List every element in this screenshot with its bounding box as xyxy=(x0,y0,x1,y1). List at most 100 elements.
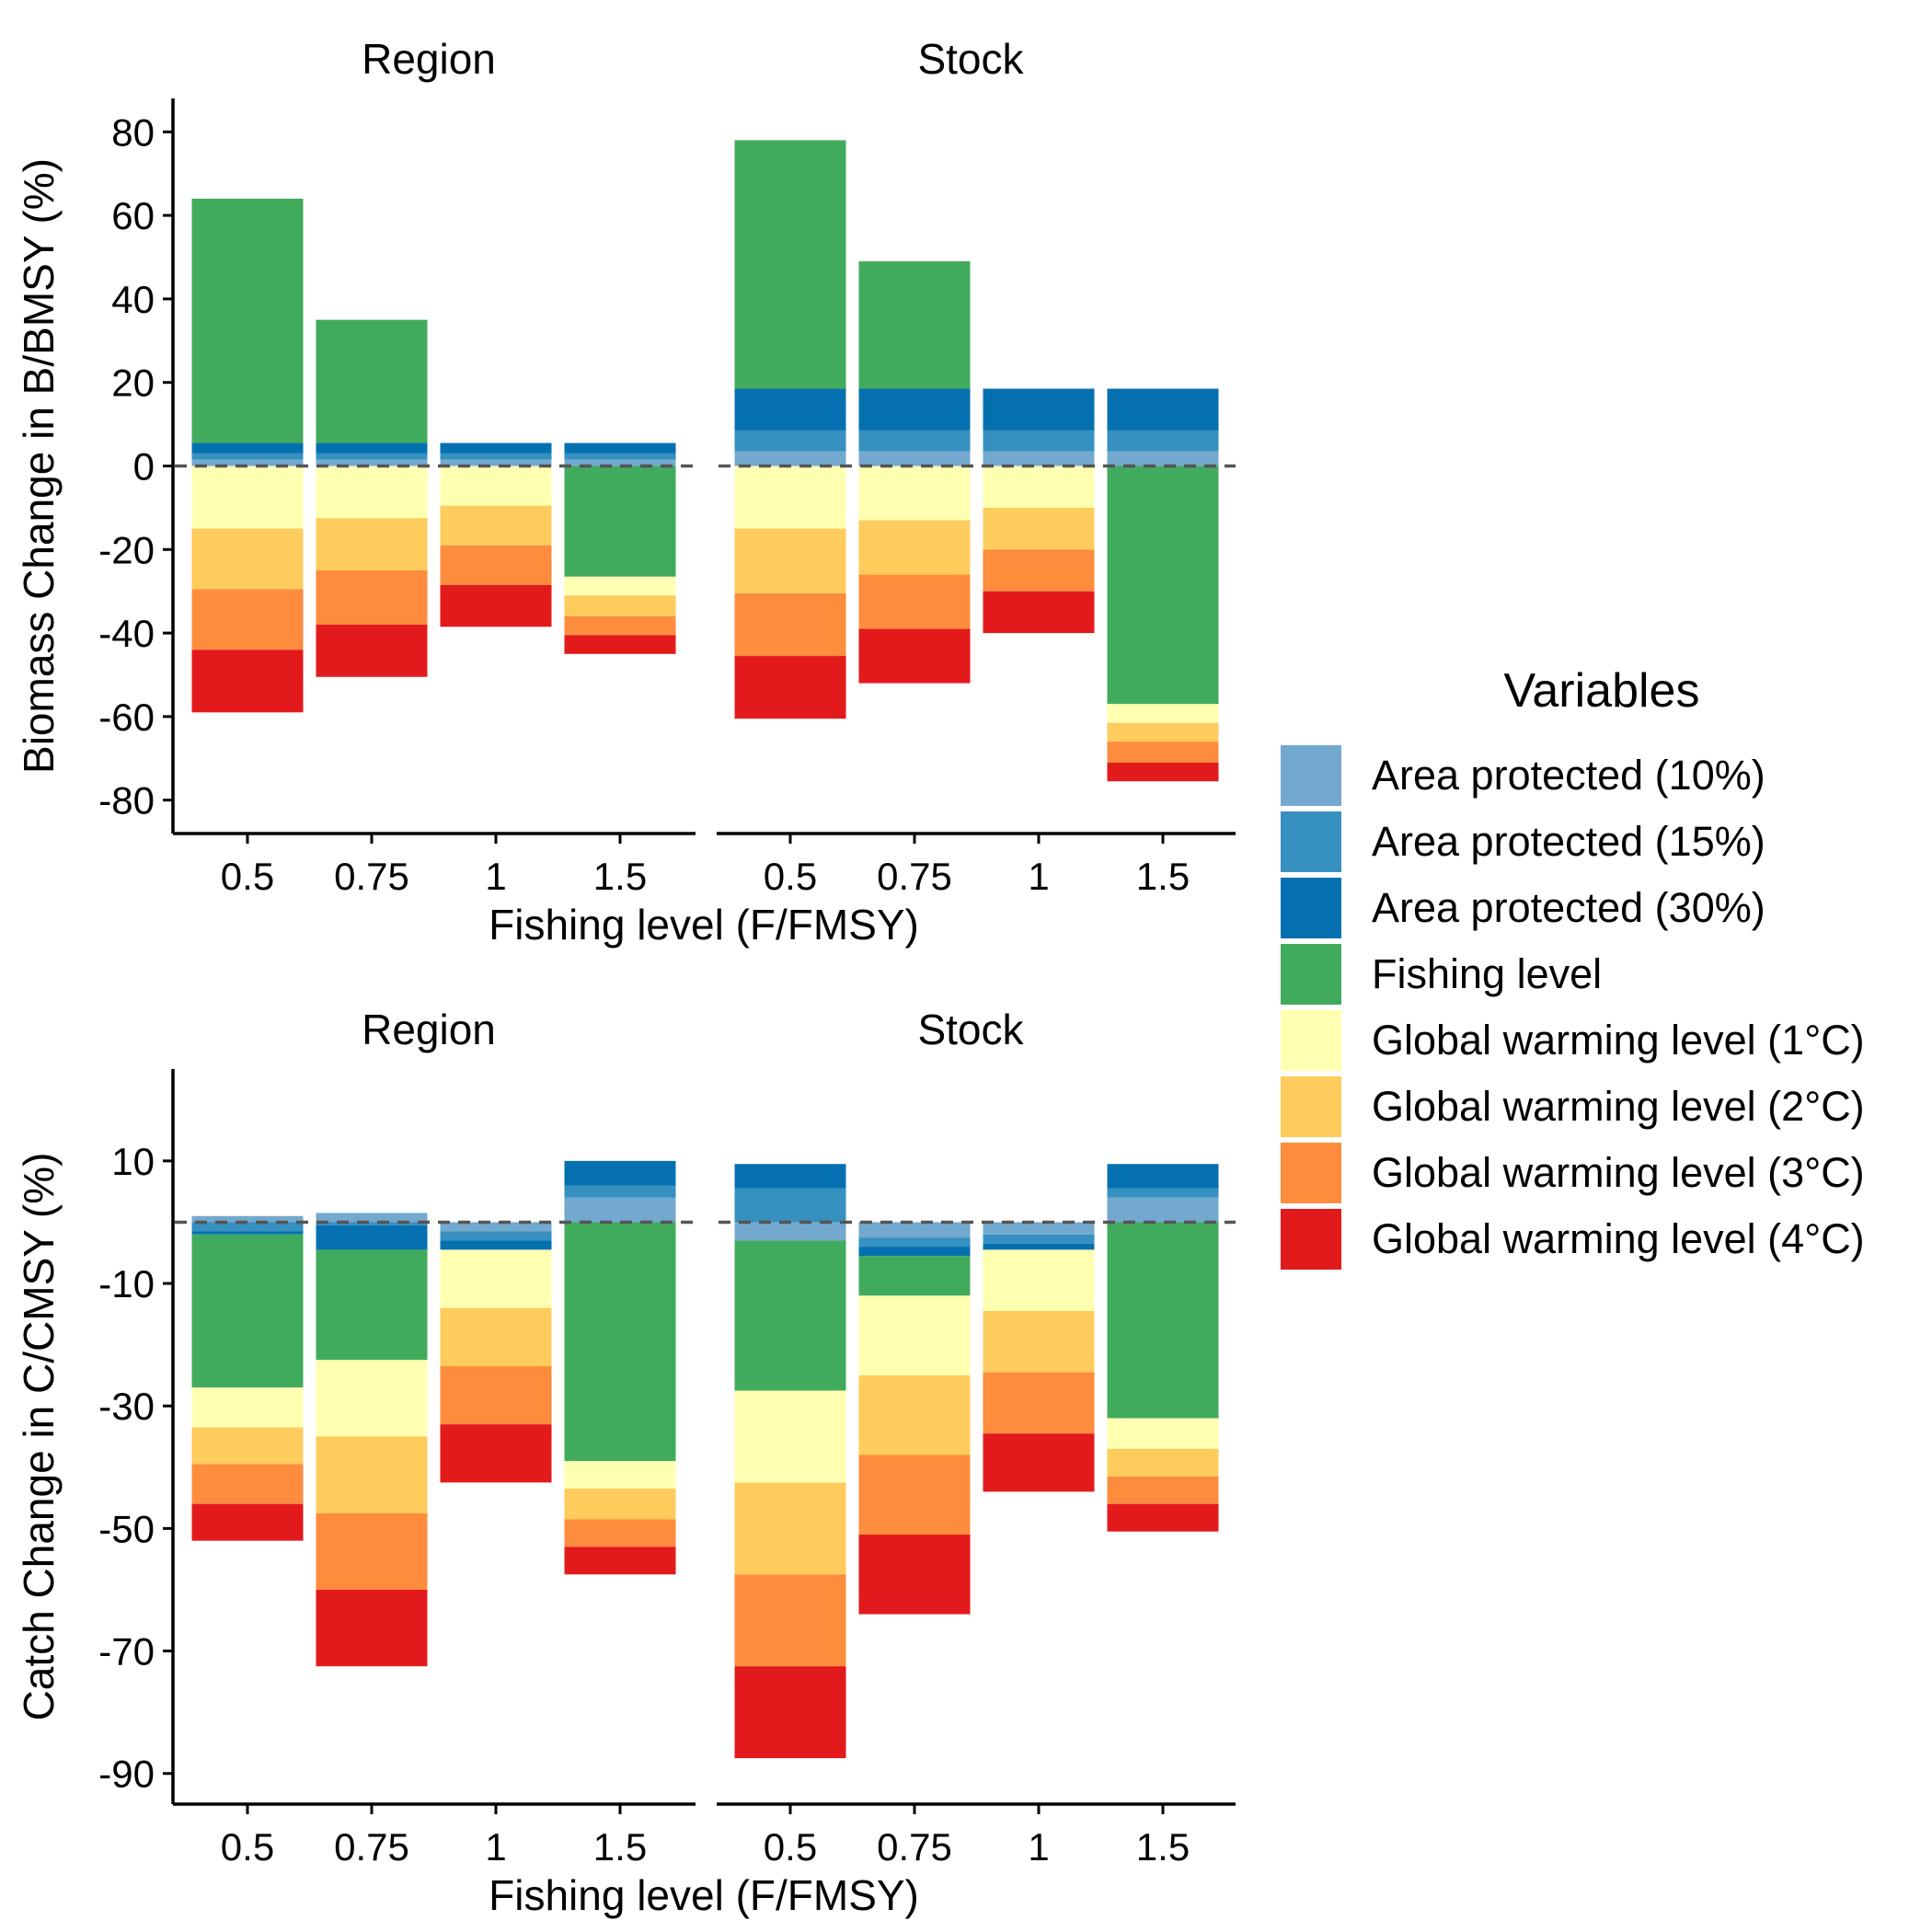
bar-segment-ap15 xyxy=(191,1222,304,1232)
bar-segment-gw2 xyxy=(440,1307,552,1366)
y-tick-label: 40 xyxy=(111,278,155,321)
bar-segment-fish xyxy=(734,140,846,389)
bar-segment-ap10 xyxy=(734,1222,846,1241)
legend-label-gw1: Global warming level (1°C) xyxy=(1372,1017,1865,1064)
bar-segment-gw4 xyxy=(564,1547,676,1575)
bar-segment-ap30 xyxy=(1107,1164,1219,1189)
bar-segment-ap10 xyxy=(983,451,1095,466)
legend-items: Area protected (10%) Area protected (15%)… xyxy=(1281,745,1865,1270)
y-tick-label: -70 xyxy=(98,1630,155,1673)
bar-segment-fish xyxy=(734,1240,846,1391)
bar-segment-ap15 xyxy=(858,430,971,452)
bar-segment-ap10 xyxy=(1107,451,1219,466)
bar-segment-gw2 xyxy=(316,518,428,570)
bar-segment-ap30 xyxy=(191,1231,304,1235)
bar-segment-gw3 xyxy=(316,569,428,626)
bar-segment-gw3 xyxy=(564,1519,676,1547)
bar-segment-fish xyxy=(1107,1222,1219,1419)
bar-segment-gw4 xyxy=(440,584,552,627)
legend-label-gw3: Global warming level (3°C) xyxy=(1372,1149,1865,1196)
bar-segment-ap30 xyxy=(316,1225,428,1250)
bar-segment-ap30 xyxy=(316,443,428,454)
bar-segment-gw2 xyxy=(316,1436,428,1513)
bar-segment-gw4 xyxy=(858,628,971,684)
bar-segment-gw3 xyxy=(734,592,846,657)
facet-title: Stock xyxy=(917,1006,1024,1053)
x-tick-label: 1 xyxy=(1028,1825,1049,1869)
bar-segment-gw2 xyxy=(734,1482,846,1575)
bar-segment-gw3 xyxy=(858,1455,971,1535)
bar-segment-gw4 xyxy=(734,656,846,719)
x-tick-label: 1 xyxy=(1028,855,1049,898)
bar-segment-ap10 xyxy=(858,1222,971,1238)
y-tick-label: 10 xyxy=(111,1140,155,1183)
bar-segment-fish xyxy=(564,466,676,577)
bar-segment-ap15 xyxy=(734,430,846,452)
y-tick-label: 0 xyxy=(133,445,155,489)
y-axis-label: Biomass Change in B/BMSY (%) xyxy=(15,158,63,774)
bar-segment-gw3 xyxy=(734,1574,846,1667)
panel-region: Region 0.5 0.75 1 1.5 xyxy=(173,1006,696,1869)
bar-segment-ap10 xyxy=(440,459,552,466)
bar-segment-ap10 xyxy=(1107,1197,1219,1223)
facet-title: Stock xyxy=(917,35,1024,83)
legend-label-gw4: Global warming level (4°C) xyxy=(1372,1215,1865,1262)
bar-segment-fish xyxy=(858,1256,971,1296)
bar-segment-gw1 xyxy=(1107,1418,1219,1449)
x-tick-label: 1.5 xyxy=(593,1825,647,1869)
facet-title: Region xyxy=(362,1006,496,1053)
bar-segment-gw3 xyxy=(1107,742,1219,763)
y-tick-label: -80 xyxy=(98,779,155,822)
y-tick-label: -30 xyxy=(98,1385,155,1428)
bar-segment-ap15 xyxy=(440,1231,552,1241)
chart-2: Catch Change in C/CMSY (%) 10 -10 -30 -50 -70… xyxy=(15,1006,1236,1919)
bar-segment-ap10 xyxy=(858,451,971,466)
bar-segment-ap30 xyxy=(1107,388,1219,431)
bar-segment-ap30 xyxy=(734,388,846,431)
bar-segment-gw3 xyxy=(191,589,304,650)
bar-segment-gw1 xyxy=(564,576,676,596)
y-axis-label: Catch Change in C/CMSY (%) xyxy=(15,1153,63,1721)
x-tick-label: 0.5 xyxy=(764,855,817,898)
legend: Variables Area protected (10%)Area prote… xyxy=(1281,664,1865,1270)
bar-segment-ap10 xyxy=(316,1213,428,1223)
bar-segment-ap15 xyxy=(1107,430,1219,452)
bar-segment-gw1 xyxy=(440,1249,552,1308)
bar-segment-ap15 xyxy=(191,453,304,460)
bar-segment-gw2 xyxy=(858,520,971,575)
bar-segment-gw4 xyxy=(191,650,304,713)
x-axis-label: Fishing level (F/FMSY) xyxy=(489,901,919,949)
bar-segment-ap15 xyxy=(564,1185,676,1198)
x-axis-label: Fishing level (F/FMSY) xyxy=(489,1871,919,1919)
bar-segment-ap30 xyxy=(440,443,552,454)
bar-segment-ap10 xyxy=(316,459,428,466)
bar-segment-ap15 xyxy=(316,1222,428,1225)
bar-segment-gw4 xyxy=(1107,1503,1219,1532)
bar-segment-ap30 xyxy=(440,1240,552,1250)
bar-segment-ap15 xyxy=(316,453,428,460)
y-tick-label: -50 xyxy=(98,1507,155,1550)
bar-segment-fish xyxy=(1107,466,1219,705)
bar-segment-gw4 xyxy=(1107,762,1219,782)
bar-segment-ap15 xyxy=(858,1237,971,1248)
bar-segment-gw2 xyxy=(191,528,304,590)
bar-segment-gw1 xyxy=(983,466,1095,508)
bar-segment-gw3 xyxy=(440,1365,552,1425)
bar-segment-gw4 xyxy=(564,635,676,654)
bar-segment-ap15 xyxy=(734,1188,846,1223)
legend-title: Variables xyxy=(1504,664,1700,718)
x-tick-label: 1 xyxy=(485,1825,506,1869)
y-tick-label: 60 xyxy=(111,194,155,237)
legend-label-ap30: Area protected (30%) xyxy=(1372,884,1765,931)
bar-segment-gw2 xyxy=(564,1489,676,1520)
bar-segment-gw2 xyxy=(1107,722,1219,742)
legend-swatch-gw3 xyxy=(1281,1143,1341,1203)
bar-segment-gw2 xyxy=(564,595,676,616)
bar-segment-fish xyxy=(316,1249,428,1361)
bar-segment-gw3 xyxy=(983,1372,1095,1434)
bar-segment-gw3 xyxy=(1107,1476,1219,1504)
legend-swatch-gw4 xyxy=(1281,1209,1341,1270)
bar-segment-gw1 xyxy=(734,1390,846,1483)
legend-swatch-gw2 xyxy=(1281,1076,1341,1137)
bar-segment-gw3 xyxy=(983,549,1095,592)
